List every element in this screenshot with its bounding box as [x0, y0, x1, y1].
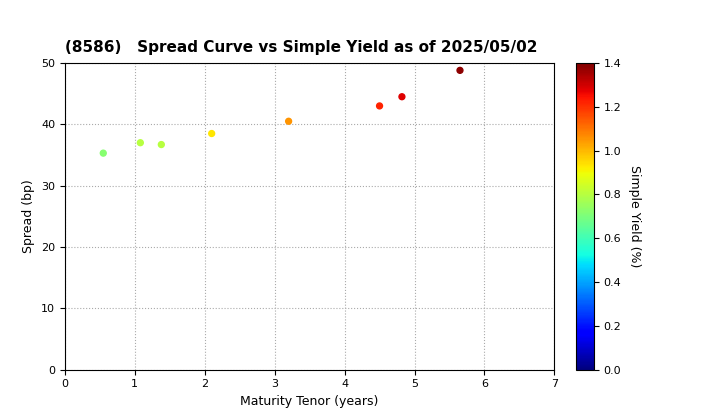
- Y-axis label: Simple Yield (%): Simple Yield (%): [628, 165, 641, 268]
- Point: [156, 141, 167, 148]
- Point: [135, 139, 146, 146]
- X-axis label: Maturity Tenor (years): Maturity Tenor (years): [240, 395, 379, 408]
- Point: [374, 102, 385, 109]
- Point: [97, 150, 109, 157]
- Point: [396, 93, 408, 100]
- Point: [206, 130, 217, 137]
- Text: (8586)   Spread Curve vs Simple Yield as of 2025/05/02: (8586) Spread Curve vs Simple Yield as o…: [65, 40, 537, 55]
- Point: [283, 118, 294, 125]
- Y-axis label: Spread (bp): Spread (bp): [22, 179, 35, 253]
- Point: [454, 67, 466, 74]
